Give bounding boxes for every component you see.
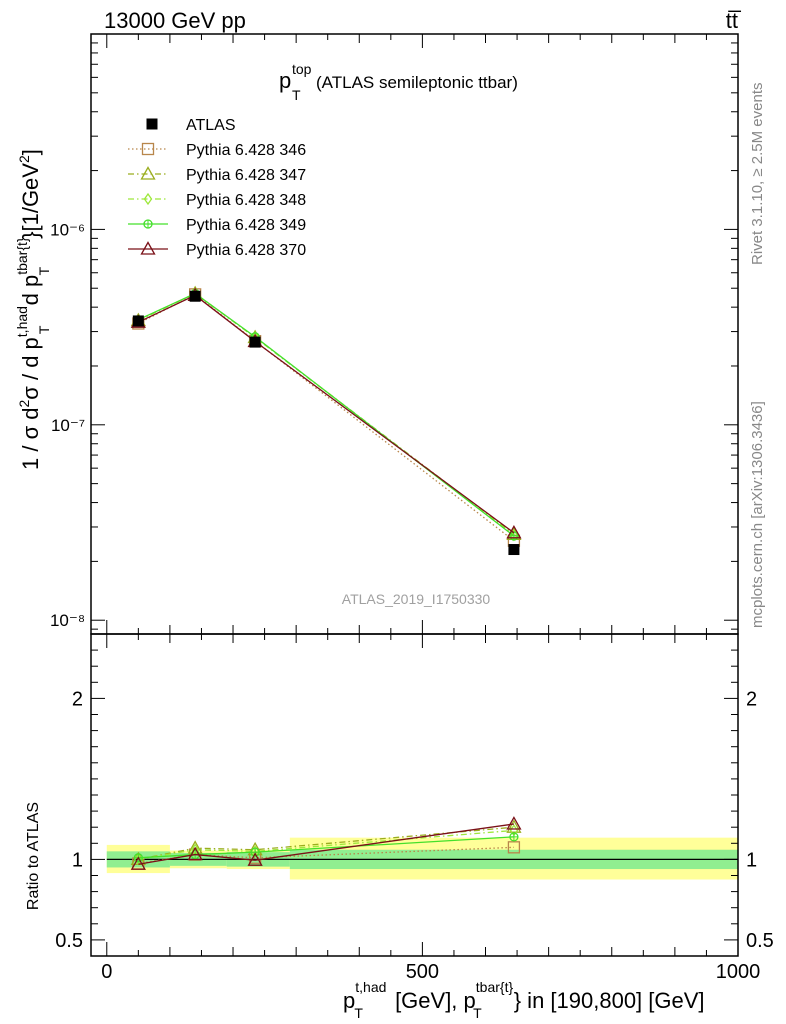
ratio-y-tick-label-right: 0.5 xyxy=(746,930,774,952)
ratio-y-axis-label: Ratio to ATLAS xyxy=(25,802,42,910)
legend-marker-4 xyxy=(143,219,153,229)
legend-label-2: Pythia 6.428 347 xyxy=(186,167,306,184)
data-point-1 xyxy=(189,290,201,302)
main-title-sub: T xyxy=(292,87,301,103)
main-title-sup: top xyxy=(292,61,312,77)
ratio-series-line-1 xyxy=(138,826,514,861)
main-y-tick-label: 10⁻⁶ xyxy=(50,220,85,239)
ratio-y-tick-label: 0.5 xyxy=(55,930,83,952)
x-tick-label: 0 xyxy=(101,961,112,983)
legend-marker-5 xyxy=(140,241,156,255)
legend-marker-0 xyxy=(146,118,158,130)
legend-marker-2 xyxy=(140,166,156,180)
ratio-plot-frame xyxy=(90,633,739,957)
data-point-2 xyxy=(249,336,261,348)
legend-label-1: Pythia 6.428 346 xyxy=(186,142,306,159)
ratio-series-line-2 xyxy=(138,829,514,861)
energy-label: 13000 GeV pp xyxy=(104,8,246,33)
x-tick-label: 500 xyxy=(406,961,439,983)
analysis-id: ATLAS_2019_I1750330 xyxy=(342,591,491,607)
main-series-line-4 xyxy=(138,292,515,537)
legend-entry-1: Pythia 6.428 346 xyxy=(128,142,306,159)
data-point-3 xyxy=(508,544,520,556)
legend-entry-3: Pythia 6.428 348 xyxy=(128,192,306,209)
legend-label-3: Pythia 6.428 348 xyxy=(186,192,306,209)
ratio-series-line-3 xyxy=(138,836,514,859)
main-title-base: p xyxy=(279,68,291,93)
data-point-0 xyxy=(132,315,144,327)
ratio-series-0-point-3 xyxy=(507,841,521,854)
ratio-series-4-point-1 xyxy=(187,846,203,861)
x-tick-label: 1000 xyxy=(716,961,761,983)
ratio-series-4-point-2 xyxy=(247,852,263,866)
mcplots-label: mcplots.cern.ch [arXiv:1306.3436] xyxy=(749,401,766,628)
ratio-series-line-4 xyxy=(138,823,515,865)
main-title-rest: (ATLAS semileptonic ttbar) xyxy=(316,73,518,92)
rivet-label: Rivet 3.1.10, ≥ 2.5M events xyxy=(749,83,766,266)
legend-label-5: Pythia 6.428 370 xyxy=(186,242,306,259)
legend-entry-0: ATLAS xyxy=(146,117,236,134)
main-series-5-point-3 xyxy=(506,525,522,539)
legend-entry-5: Pythia 6.428 370 xyxy=(128,241,306,259)
main-series-4-point-3 xyxy=(509,531,519,541)
ratio-series-3-point-2 xyxy=(250,847,260,857)
main-series-line-3 xyxy=(138,292,515,536)
legend-entry-4: Pythia 6.428 349 xyxy=(128,217,306,234)
main-series-line-1 xyxy=(138,293,515,542)
ratio-y-tick-label: 1 xyxy=(72,849,83,871)
ratio-series-4-point-0 xyxy=(130,856,146,870)
x-axis-label: pt,had T [GeV], ptbar{t} T} in [190,800] [… xyxy=(343,979,705,1021)
main-y-tick-label: 10⁻⁷ xyxy=(51,416,85,435)
main-title: p top T (ATLAS semileptonic ttbar) xyxy=(279,61,518,103)
legend-entry-2: Pythia 6.428 347 xyxy=(128,166,306,184)
main-y-tick-label: 10⁻⁸ xyxy=(50,611,85,630)
legend-marker-3 xyxy=(143,192,153,206)
ratio-series-3-point-3 xyxy=(509,832,519,842)
process-label: tt̅ xyxy=(726,8,742,33)
ratio-y-tick-label-right: 1 xyxy=(746,849,757,871)
legend-label-0: ATLAS xyxy=(186,117,236,134)
main-series-line-5 xyxy=(138,294,515,534)
ratio-y-tick-label: 2 xyxy=(72,688,83,710)
ratio-y-tick-label-right: 2 xyxy=(746,688,757,710)
legend-label-4: Pythia 6.428 349 xyxy=(186,217,306,234)
ratio-series-1-point-3 xyxy=(506,819,522,833)
legend-marker-1 xyxy=(141,142,155,156)
ratio-series-4-point-3 xyxy=(506,816,522,830)
main-y-axis-label: 1 / σ d2σ / d pt,had T d ptbar{t} T}[1/GeV… xyxy=(14,149,52,470)
main-series-line-2 xyxy=(138,292,515,535)
